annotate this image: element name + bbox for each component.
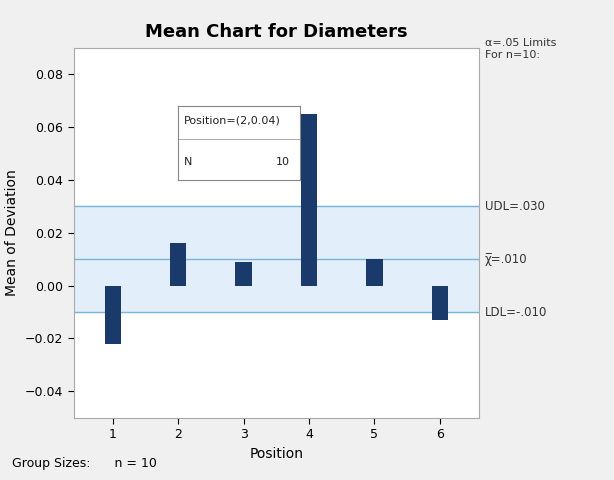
Text: α=.05 Limits
For n=10:: α=.05 Limits For n=10: xyxy=(485,38,556,60)
Text: χ̅=.010: χ̅=.010 xyxy=(485,252,527,266)
X-axis label: Position: Position xyxy=(249,446,303,461)
Bar xyxy=(235,262,252,286)
Bar xyxy=(366,259,383,286)
Bar xyxy=(74,206,479,312)
Bar xyxy=(105,286,121,344)
Text: Group Sizes:      n = 10: Group Sizes: n = 10 xyxy=(12,457,157,470)
Bar xyxy=(170,243,187,286)
Bar xyxy=(301,114,317,286)
Text: UDL=.030: UDL=.030 xyxy=(485,200,545,213)
Title: Mean Chart for Diameters: Mean Chart for Diameters xyxy=(145,23,408,41)
Text: LDL=-.010: LDL=-.010 xyxy=(485,305,548,319)
Y-axis label: Mean of Deviation: Mean of Deviation xyxy=(6,169,19,296)
Bar xyxy=(432,286,448,320)
